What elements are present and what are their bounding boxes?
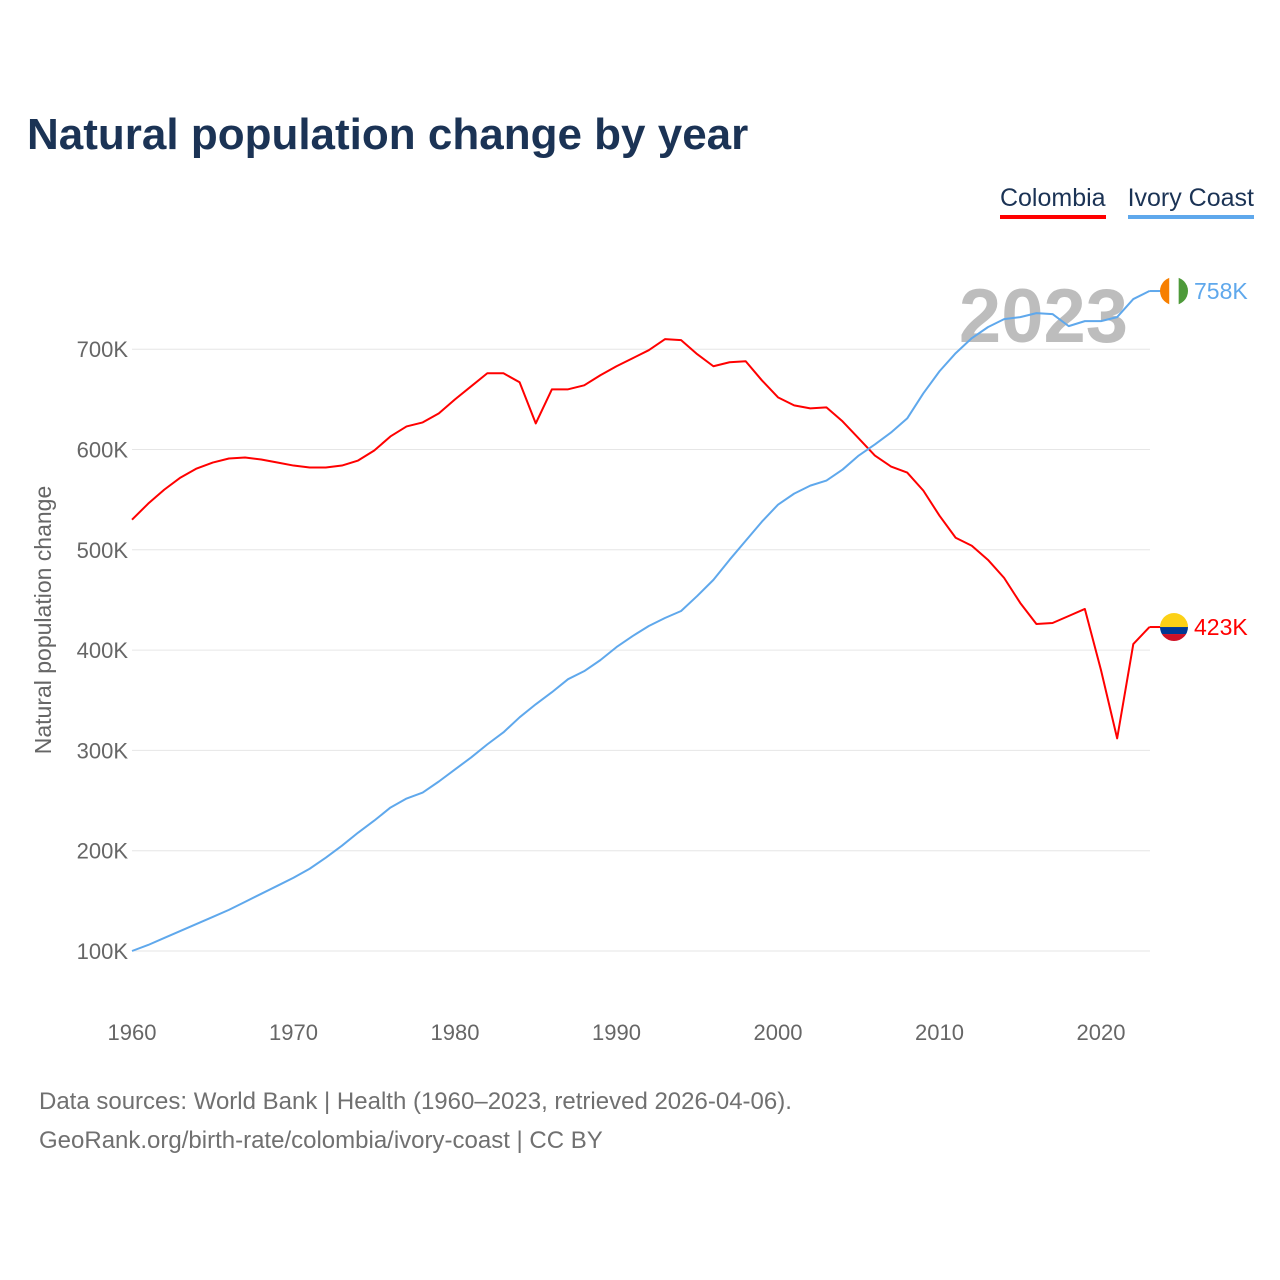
ivory-coast-flag-icon <box>1160 277 1188 306</box>
colombia-flag-icon <box>1160 613 1188 642</box>
flag-green <box>1178 277 1188 306</box>
flag-white <box>1169 277 1179 306</box>
x-tick-label: 2000 <box>754 1020 803 1045</box>
y-tick-label: 200K <box>77 839 129 864</box>
legend-colombia[interactable]: Colombia <box>999 184 1106 219</box>
y-axis-label: Natural population change <box>30 486 56 755</box>
legend-ivory-coast[interactable]: Ivory Coast <box>1127 184 1254 219</box>
flag-yellow <box>1160 613 1188 628</box>
y-tick-label: 500K <box>77 538 129 563</box>
year-watermark: 2023 <box>959 274 1128 359</box>
x-tick-label: 1960 <box>108 1020 157 1045</box>
x-tick-label: 1990 <box>592 1020 641 1045</box>
x-tick-label: 1970 <box>269 1020 318 1045</box>
footer-link[interactable]: GeoRank.org/birth-rate/colombia/ivory-co… <box>39 1127 603 1154</box>
flag-stripes <box>1160 277 1188 306</box>
x-tick-label: 2020 <box>1077 1020 1126 1045</box>
x-tick-label: 1980 <box>431 1020 480 1045</box>
y-tick-label: 700K <box>77 337 129 362</box>
flag-blue <box>1160 627 1188 635</box>
footer-sources: Data sources: World Bank | Health (1960–… <box>39 1088 792 1115</box>
flag-red <box>1160 634 1188 642</box>
flag-orange <box>1160 277 1170 306</box>
end-value-label: 758K <box>1194 278 1248 304</box>
chart-title: Natural population change by year <box>27 110 749 159</box>
y-tick-label: 400K <box>77 638 129 663</box>
y-tick-label: 600K <box>77 438 129 463</box>
y-tick-label: 300K <box>77 738 129 763</box>
y-tick-label: 100K <box>77 939 129 964</box>
flag-stripes <box>1160 613 1188 642</box>
legend: Colombia Ivory Coast <box>999 184 1254 219</box>
x-tick-label: 2010 <box>915 1020 964 1045</box>
end-value-label: 423K <box>1194 614 1248 640</box>
series-line-colombia <box>131 338 1151 740</box>
series-line-ivory-coast <box>131 290 1150 952</box>
